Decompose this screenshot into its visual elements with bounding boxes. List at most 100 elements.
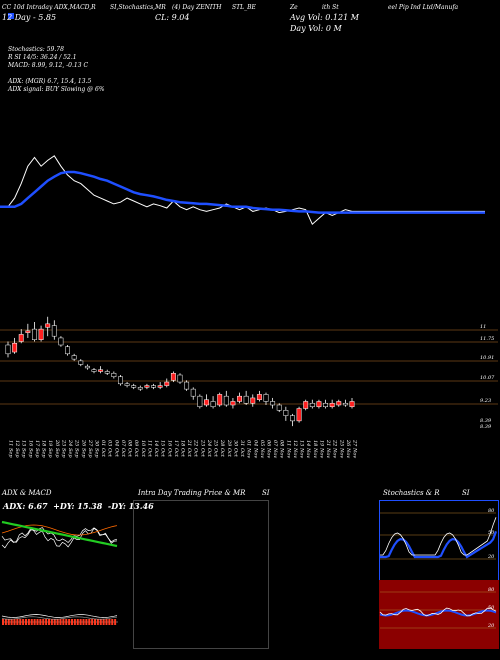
candle-body [38, 328, 44, 340]
x-tick-label: 14 Oct [153, 440, 159, 458]
ma-blue-line [0, 170, 485, 214]
x-tick-label: 27 Nov [352, 439, 358, 458]
macd-bar [7, 619, 10, 625]
avg-vol: Avg Vol: 0.121 M [290, 13, 359, 22]
candle-body [164, 381, 170, 386]
legend-swatch [8, 13, 14, 19]
x-tick-label: 16 Oct [166, 440, 172, 458]
x-tick-label: 05 Nov [259, 440, 265, 458]
price-label: 8.39 [480, 418, 492, 424]
macd-bar [36, 619, 39, 625]
candle-body [111, 372, 117, 378]
macd-signal-line [1, 616, 118, 620]
rsi-level-label: 20 [487, 623, 495, 629]
candle-body [25, 330, 31, 333]
x-tick-label: 18 Oct [180, 440, 186, 458]
macd-bar [4, 619, 7, 625]
macd-bar [19, 619, 22, 625]
stoch-level-label: 80 [488, 508, 495, 514]
macd-bar [62, 619, 65, 625]
candle-body [276, 404, 282, 411]
candle-body [58, 337, 64, 346]
macd-bar [50, 619, 53, 625]
candle-body [124, 383, 130, 386]
candle-body [184, 381, 190, 390]
candle-body [336, 401, 342, 406]
macd-bar [73, 619, 76, 625]
panel-stoch-title-right: SI [462, 489, 470, 497]
candle-body [283, 410, 289, 416]
x-tick-label: 31 Oct [239, 440, 245, 458]
right-desc: Ze [290, 4, 298, 11]
candle-body [84, 365, 90, 369]
macd-bar [105, 619, 108, 625]
x-tick-label: 24 Sep [67, 439, 73, 458]
x-tick-label: 22 Nov [332, 439, 338, 458]
x-tick-label: 24 Oct [206, 439, 212, 458]
candle-body [137, 387, 143, 390]
macd-bar [111, 619, 114, 625]
x-tick-label: 13 Sep [21, 440, 27, 458]
candle-body [71, 355, 77, 360]
candle-body [217, 394, 223, 406]
candle-body [329, 402, 335, 408]
candle-body [204, 399, 209, 406]
minus-di-value: -DY: 13.46 [107, 501, 154, 511]
x-tick-label: 21 Nov [325, 439, 331, 458]
candle-body [12, 342, 18, 353]
x-tick-label: 11 Nov [285, 440, 291, 458]
close-price: CL: 9.04 [155, 13, 190, 22]
x-tick-label: 18 Sep [41, 440, 47, 458]
macd-bar [91, 619, 94, 625]
candle-body [144, 385, 150, 388]
macd-bar [108, 619, 111, 625]
candle-body [91, 369, 97, 372]
x-tick-label: 03 Oct [107, 440, 113, 458]
x-tick-label: 15 Oct [160, 440, 166, 458]
macd-bar [79, 619, 82, 625]
candle-body [256, 394, 262, 400]
x-tick-label: 10 Oct [140, 440, 146, 458]
x-tick-label: 14 Nov [305, 440, 311, 458]
candle-body [290, 415, 295, 422]
macd-bar [45, 619, 48, 625]
x-tick-label: 23 Oct [199, 439, 205, 458]
x-tick-label: 07 Oct [120, 440, 126, 458]
price-label: 10.91 [480, 355, 494, 361]
x-tick-label: 30 Sep [94, 440, 100, 458]
x-tick-label: 21 Oct [186, 439, 192, 458]
price-left: 12 Day - 5.85 [2, 13, 57, 22]
candle-body [303, 401, 309, 409]
panel-adx-value: ADX: 6.67 +DY: 15.38 -DY: 13.46 [3, 502, 154, 510]
stoch-d-line [380, 531, 498, 559]
x-tick-label: 29 Oct [226, 439, 232, 458]
candle-body [98, 369, 104, 372]
candle-body [45, 323, 51, 328]
x-tick-label: 11 Oct [146, 440, 152, 458]
candle-body [349, 401, 355, 408]
adx-stat: ADX: (MGR) 6.7, 15.4, 13.5 [8, 78, 92, 85]
stoch-stat: Stochastics: 59.78 [8, 46, 64, 53]
macd-bar [71, 619, 73, 625]
rsi-white-line [379, 607, 497, 617]
full-name: (4) Day ZENITH [172, 4, 222, 11]
x-tick-label: 09 Oct [133, 440, 139, 458]
macd-bar [85, 619, 88, 625]
x-tick-label: 28 Oct [219, 439, 225, 458]
stoch-level-label: 50 [488, 530, 495, 536]
macd-bar [82, 619, 85, 625]
x-tick-label: 25 Sep [74, 439, 80, 458]
price-label: 8.39 [480, 424, 492, 430]
day-vol: Day Vol: 0 M [290, 24, 342, 33]
macd-bar [13, 619, 16, 625]
candle-body [118, 376, 123, 385]
macd-bar [56, 619, 59, 625]
x-tick-label: 23 Sep [60, 439, 66, 458]
price-label: 11.75 [480, 336, 494, 342]
panel-intraday-title: Intra Day Trading Price & MR [138, 489, 246, 497]
macd-bar [39, 619, 42, 625]
intraday-panel [133, 500, 269, 649]
x-tick-label: 16 Sep [27, 440, 33, 458]
macd-bar [22, 619, 25, 625]
macd-bar [16, 619, 19, 625]
